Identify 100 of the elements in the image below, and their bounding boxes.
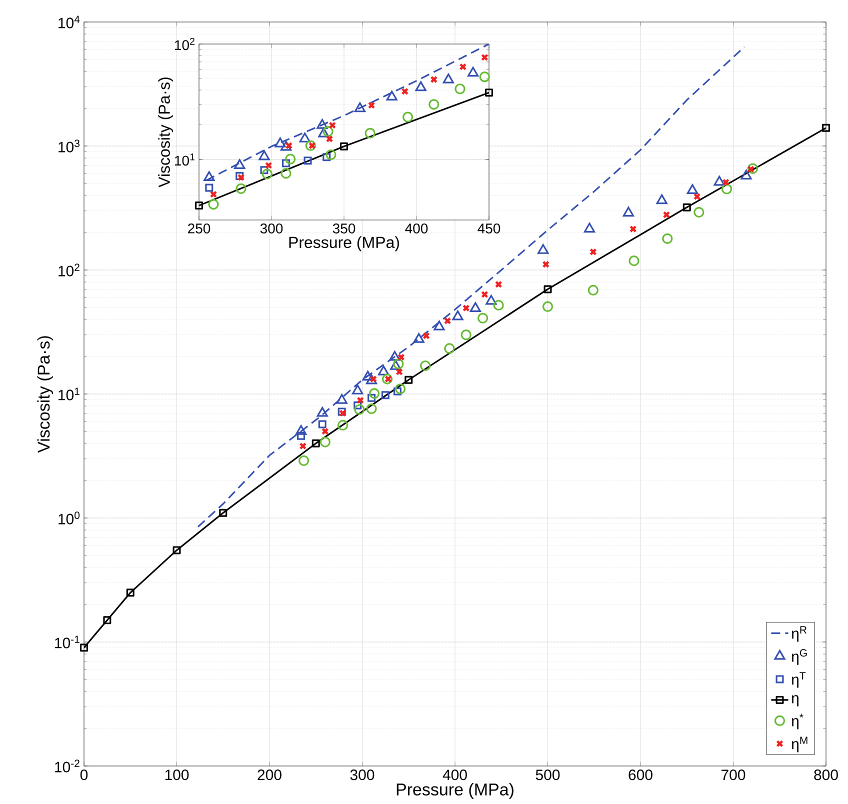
point [459,63,467,70]
point [356,396,364,404]
point [369,388,380,399]
legend-label: η [792,695,798,706]
point [481,290,488,298]
point [714,176,725,186]
point [354,401,362,410]
point [393,358,404,370]
point [280,168,292,179]
point [470,302,481,312]
x-axis-title: Pressure (MPa) [396,783,514,799]
x-tick-label: 300 [260,224,283,234]
point [434,320,445,330]
point [210,190,218,198]
point [386,90,398,101]
line-series [205,44,490,182]
y-axis-title: Viscosity (Pa·s) [37,336,54,453]
point [493,300,504,311]
x-tick-label: 400 [405,224,428,234]
point [195,202,204,210]
point [442,74,454,84]
point [316,406,328,417]
y-tick-label: 10$^{-2}$ [55,760,80,772]
point [126,588,134,597]
y-tick-label: 10$^{4}$ [58,16,80,28]
point [305,140,316,151]
point [662,233,673,244]
point [337,420,348,431]
point [264,162,272,170]
point [544,285,552,294]
point [454,84,466,94]
point [430,76,438,84]
point [693,192,701,200]
y-tick-label: 10$^{-1}$ [55,636,80,648]
y-tick-label: 10$^{3}$ [58,140,80,152]
point [404,376,413,384]
point [479,72,490,82]
y-axis-title: Viscosity (Pa·s) [158,78,174,188]
y-tick-label: 10$^{0}$ [58,512,80,524]
point [590,248,597,256]
x-tick-label: 450 [478,224,500,234]
point [318,420,326,428]
point [172,546,181,554]
legend-label: η$^{G}$ [792,649,807,665]
point [304,156,312,165]
point [390,360,402,370]
point [382,374,393,384]
point [322,153,331,162]
point [364,128,376,139]
x-tick-label: 700 [722,770,746,780]
x-tick-label: 100 [165,770,189,780]
point [389,350,400,361]
point [542,260,550,268]
point [80,644,88,652]
point [260,166,268,174]
x-tick-label: 0 [80,770,88,780]
legend-label: η$^{*}$ [792,714,804,730]
point [354,102,366,112]
point [326,149,336,160]
point [486,294,497,305]
point [366,403,377,414]
point [362,370,374,381]
x-tick-label: 600 [628,770,652,780]
point [297,432,306,440]
x-tick-label: 200 [258,770,282,780]
point [326,135,334,143]
point [298,455,310,466]
point [381,391,390,400]
point [485,88,494,97]
point [258,150,270,160]
point [402,112,414,122]
point [588,284,598,296]
x-tick-label: 250 [188,224,210,234]
point [662,211,670,218]
point [694,206,704,218]
point [204,171,215,182]
point [295,425,307,435]
point [394,387,402,396]
point [328,122,336,129]
point [538,244,549,254]
point [822,124,830,132]
point [444,317,452,325]
point [462,304,470,312]
point [366,374,378,384]
point [444,343,455,354]
point [208,199,219,210]
point [299,132,310,142]
point [415,81,426,92]
point [542,301,554,312]
point [467,66,479,77]
point [629,225,637,233]
point [285,142,293,150]
point [747,166,755,173]
point [312,439,320,448]
point [478,312,488,324]
point [282,159,290,168]
x-tick-label: 800 [814,770,838,780]
point [234,159,246,169]
point [394,384,406,394]
point [285,154,296,164]
